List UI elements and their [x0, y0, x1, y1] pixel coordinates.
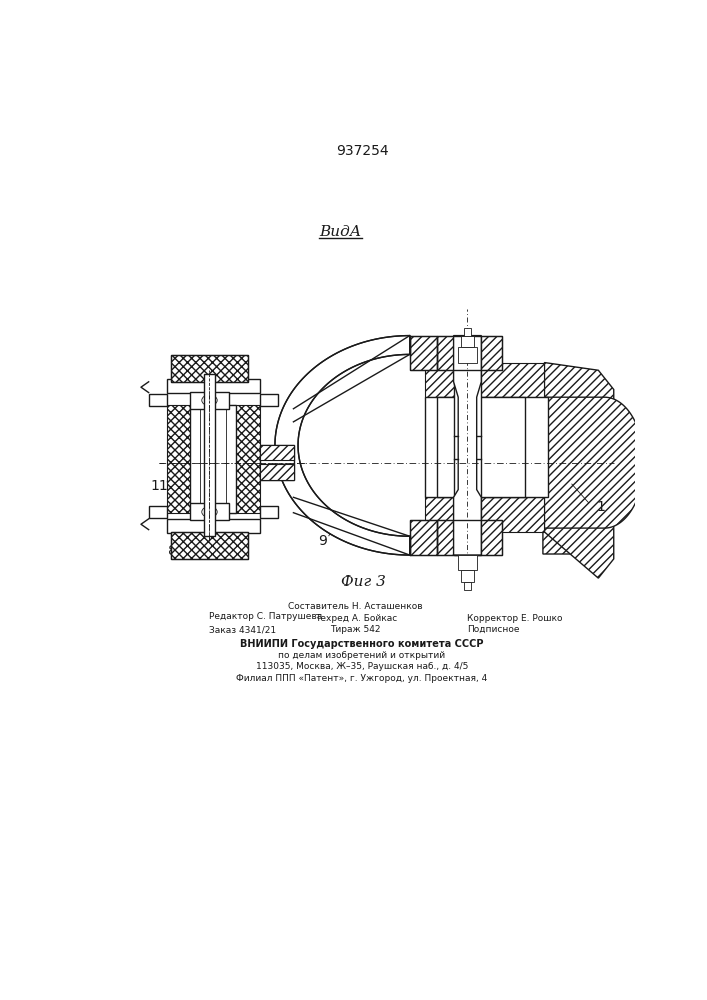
- Text: Корректор Е. Рошко: Корректор Е. Рошко: [467, 614, 563, 623]
- Text: 1: 1: [597, 500, 606, 514]
- Polygon shape: [544, 363, 614, 578]
- Bar: [461, 570, 474, 582]
- Bar: [200, 409, 226, 509]
- Bar: [190, 392, 229, 409]
- Bar: [425, 397, 549, 497]
- Bar: [464, 582, 472, 590]
- Ellipse shape: [201, 395, 217, 406]
- Bar: [437, 336, 502, 370]
- Ellipse shape: [201, 507, 217, 517]
- Bar: [171, 355, 248, 382]
- Bar: [454, 336, 481, 555]
- Text: Заказ 4341/21: Заказ 4341/21: [209, 625, 276, 634]
- Bar: [425, 497, 544, 532]
- Bar: [425, 363, 544, 397]
- Bar: [171, 532, 248, 559]
- Bar: [458, 347, 477, 363]
- Bar: [409, 520, 437, 555]
- Polygon shape: [275, 336, 409, 555]
- Bar: [167, 519, 259, 533]
- Bar: [229, 405, 259, 513]
- Text: ВидА: ВидА: [320, 225, 361, 239]
- Text: 9: 9: [318, 534, 327, 548]
- Bar: [259, 464, 294, 480]
- Bar: [458, 555, 477, 570]
- Text: 10: 10: [483, 425, 501, 439]
- Bar: [259, 445, 294, 480]
- Text: 8: 8: [168, 544, 177, 558]
- Bar: [409, 520, 437, 555]
- Polygon shape: [454, 336, 481, 555]
- Bar: [259, 506, 278, 518]
- Bar: [437, 336, 502, 370]
- Bar: [409, 336, 437, 370]
- Bar: [204, 374, 215, 536]
- Text: 11: 11: [151, 479, 168, 493]
- Bar: [437, 520, 502, 555]
- Bar: [148, 506, 167, 518]
- Bar: [461, 336, 474, 347]
- Text: Составитель Н. Асташенков: Составитель Н. Асташенков: [288, 602, 423, 611]
- Text: ВНИИПИ Государственного комитета СССР: ВНИИПИ Государственного комитета СССР: [240, 639, 484, 649]
- Bar: [259, 394, 278, 406]
- Bar: [148, 394, 167, 406]
- Polygon shape: [544, 397, 644, 528]
- Bar: [190, 503, 229, 520]
- Text: Фиг 3: Фиг 3: [341, 575, 386, 589]
- Polygon shape: [543, 376, 619, 554]
- Bar: [464, 328, 472, 336]
- Bar: [437, 520, 502, 555]
- Text: по делам изобретений и открытий: по делам изобретений и открытий: [279, 651, 445, 660]
- Bar: [167, 379, 259, 393]
- Bar: [437, 397, 525, 497]
- Text: Редактор С. Патрушева: Редактор С. Патрушева: [209, 612, 322, 621]
- Bar: [167, 405, 198, 513]
- Text: Техред А. Бойкас: Техред А. Бойкас: [315, 614, 397, 623]
- Text: Филиал ППП «Патент», г. Ужгород, ул. Проектная, 4: Филиал ППП «Патент», г. Ужгород, ул. Про…: [236, 674, 488, 683]
- Text: Тираж 542: Тираж 542: [331, 625, 381, 634]
- Text: 113035, Москва, Ж–35, Раушская наб., д. 4/5: 113035, Москва, Ж–35, Раушская наб., д. …: [256, 662, 468, 671]
- Text: 937254: 937254: [336, 144, 388, 158]
- Bar: [409, 336, 437, 370]
- Bar: [259, 445, 294, 460]
- Bar: [171, 532, 248, 559]
- Bar: [190, 405, 236, 513]
- Bar: [171, 355, 248, 382]
- Text: Подписное: Подписное: [467, 625, 520, 634]
